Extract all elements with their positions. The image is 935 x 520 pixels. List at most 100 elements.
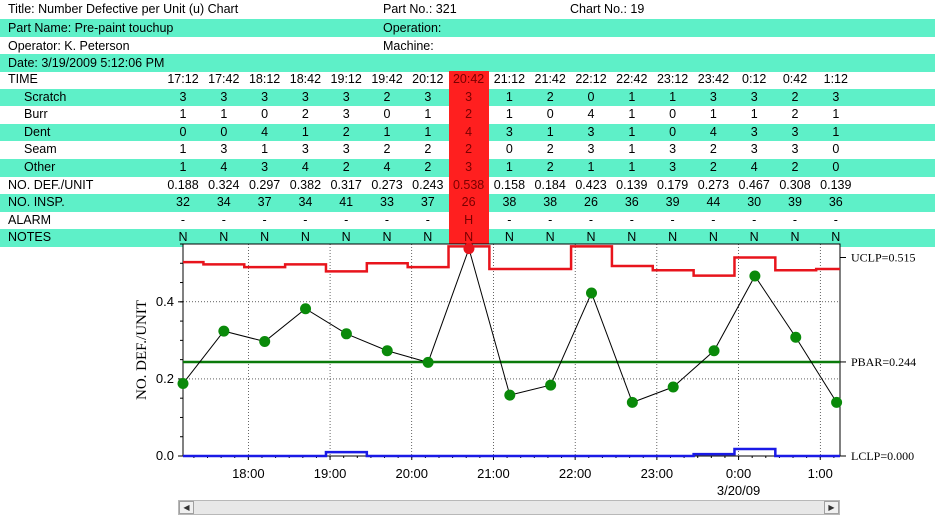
table-row: ALARM - - - - - - - H - - - - - - - - - [0, 211, 935, 230]
table-cell: 0.184 [534, 177, 566, 192]
table-cell: 0 [832, 142, 840, 157]
table-cell: N [545, 230, 555, 245]
table-cell: 1 [832, 107, 840, 122]
header-row-4: Date: 3/19/2009 5:12:06 PM [0, 54, 935, 72]
table-cell: 0.382 [289, 177, 322, 192]
table-cell: 3 [505, 124, 513, 139]
table-cell: N [178, 230, 188, 245]
table-cell: 3 [791, 124, 799, 139]
u-chart-plot: 18:00 19:00 20:00 21:00 22:00 23:00 0:00 1:00 3/… [134, 243, 916, 498]
table-cell: 4 [220, 159, 228, 174]
table-cell-alarm: 4 [448, 123, 489, 142]
table-cell: 4 [709, 124, 717, 139]
table-cell: N [504, 230, 514, 245]
table-cell: 1 [628, 124, 636, 139]
table-cell: 0.297 [248, 177, 281, 192]
table-cell-alarm: 3 [448, 88, 489, 107]
ucl-label: UCLP=0.515 [851, 250, 915, 264]
table-cell: 2 [342, 124, 350, 139]
table-cell: 2 [791, 107, 799, 122]
row-label: TIME [8, 72, 38, 86]
table-cell: - [262, 212, 267, 227]
table-cell: - [711, 212, 716, 227]
table-cell: 1 [832, 124, 840, 139]
row-label: Dent [24, 124, 51, 139]
table-row: Scratch 3 3 3 3 3 2 3 3 1 2 0 1 1 3 3 2 3 [0, 88, 935, 107]
data-point [831, 396, 843, 408]
table-cell: 17:12 [167, 72, 199, 86]
x-tick-label: 22:00 [559, 466, 592, 481]
table-cell: 2 [424, 159, 432, 174]
table-cell: 3 [261, 89, 269, 104]
table-cell: 1 [301, 124, 309, 139]
table-cell: 0 [587, 89, 595, 104]
table-cell: 3 [342, 89, 350, 104]
table-cell: 1 [709, 107, 717, 122]
table-cell: 39 [788, 195, 802, 210]
scroll-left-arrow-icon[interactable]: ◀ [179, 501, 194, 514]
part-number: Part No.: 321 [383, 2, 457, 16]
table-cell: 39 [665, 195, 680, 210]
table-cell: N [423, 230, 433, 245]
table-cell-alarm: 0.538 [448, 176, 489, 195]
table-cell: 0.273 [697, 177, 730, 192]
table-cell: 1 [383, 124, 391, 139]
table-cell: 22:42 [616, 72, 648, 86]
table-cell: 32 [176, 195, 190, 210]
table-cell: 4 [301, 159, 309, 174]
table-cell-alarm: 26 [448, 194, 489, 212]
table-cell: N [668, 230, 678, 245]
table-cell-alarm: 3 [448, 158, 489, 177]
table-cell: - [752, 212, 757, 227]
table-cell: 1 [505, 107, 513, 122]
table-cell: 2 [301, 107, 309, 122]
table-cell: N [708, 230, 718, 245]
table-row: Seam 1 3 1 3 3 2 2 2 0 2 3 1 3 2 3 3 0 [0, 141, 935, 159]
table-cell: 2 [546, 89, 554, 104]
table-cell-alarm: 2 [448, 106, 489, 124]
table-cell: 23:12 [656, 72, 689, 86]
table-cell: 3 [424, 89, 432, 104]
table-cell: 2 [383, 142, 391, 157]
table-cell: 3 [587, 124, 595, 139]
chart-number: Chart No.: 19 [570, 2, 645, 16]
table-cell: 30 [747, 195, 762, 210]
scroll-right-arrow-icon[interactable]: ▶ [824, 501, 839, 514]
table-cell: 3 [709, 89, 717, 104]
y-tick-label: 0.4 [156, 294, 174, 309]
lcl-line [183, 447, 840, 458]
table-cell: 0 [383, 107, 391, 122]
data-point [708, 345, 720, 357]
horizontal-scrollbar[interactable]: ◀ ▶ [178, 500, 840, 515]
table-cell: 34 [298, 195, 313, 210]
table-cell: 3 [220, 142, 228, 157]
table-cell: 0.308 [779, 177, 811, 192]
x-tick-label: 0:00 [726, 466, 751, 481]
table-cell: 0:42 [782, 72, 808, 86]
date-stamp: Date: 3/19/2009 5:12:06 PM [8, 56, 165, 70]
table-cell: 0.179 [656, 177, 689, 192]
y-tick-label: 0.0 [156, 448, 174, 463]
data-point [790, 331, 802, 343]
table-cell: 3 [750, 142, 758, 157]
data-point [626, 396, 638, 408]
table-cell: 0 [261, 107, 269, 122]
table-cell: 2 [424, 142, 432, 157]
table-cell-alarm: H [448, 211, 489, 230]
header-row-3: Operator: K. Peterson Machine: [0, 37, 935, 55]
operator: Operator: K. Peterson [8, 39, 130, 53]
table-cell: 21:42 [534, 72, 566, 86]
data-point [300, 303, 312, 315]
ucl-line [183, 245, 840, 277]
table-cell: 1 [505, 159, 513, 174]
table-cell: 41 [339, 195, 354, 210]
x-tick-label: 21:00 [477, 466, 510, 481]
table-cell: 0 [220, 124, 228, 139]
machine: Machine: [383, 39, 434, 53]
table-cell: - [548, 212, 553, 227]
table-cell: N [749, 230, 759, 245]
table-cell: 2 [709, 142, 717, 157]
table-cell: - [425, 212, 430, 227]
row-label: Seam [24, 142, 57, 157]
table-cell: 3 [750, 124, 758, 139]
